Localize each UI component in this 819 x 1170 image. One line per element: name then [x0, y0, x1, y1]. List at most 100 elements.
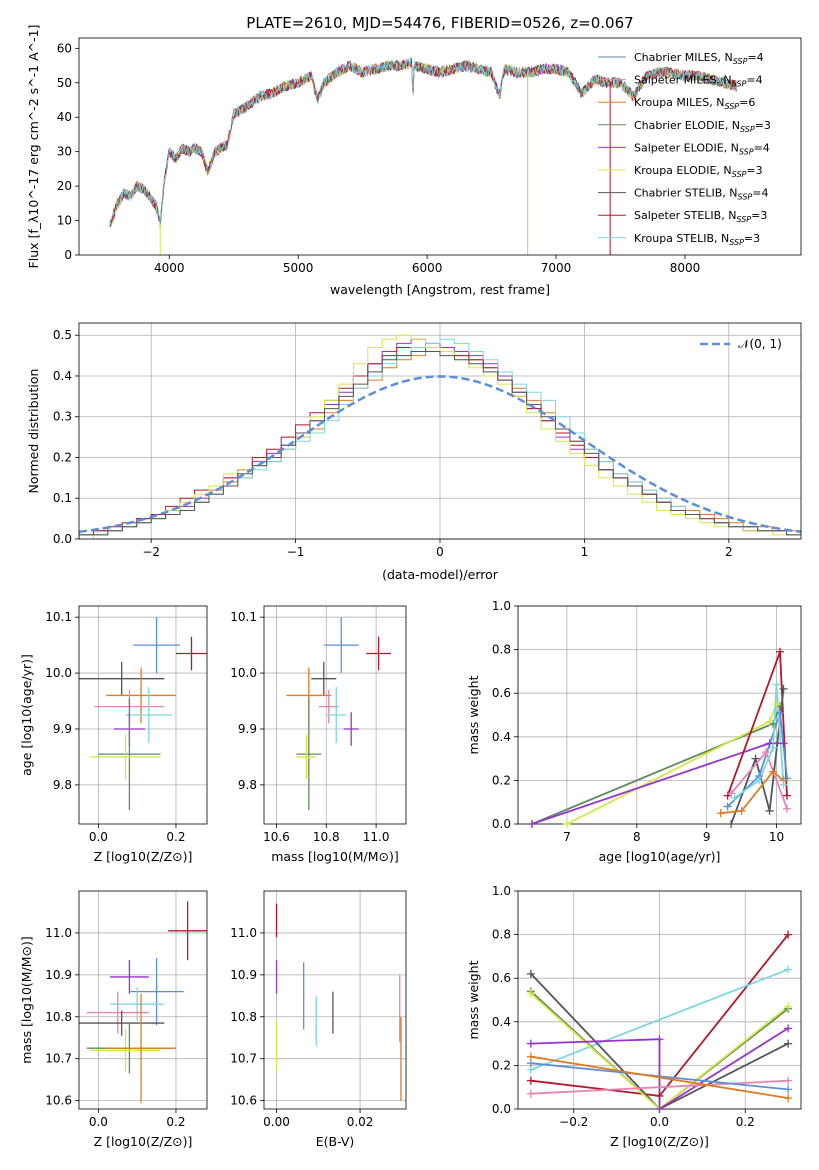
- z-age-panel-xlabel: Z [log10(Z/Z⊙)]: [94, 849, 193, 864]
- spectrum-series-8: [109, 57, 737, 227]
- mass-age-panel-xtick-label-0: 10.6: [263, 830, 290, 844]
- z-age-panel-ytick-label-0: 9.8: [53, 778, 72, 792]
- ebv-mass-panel-plot-area: [275, 903, 402, 1101]
- age-weight-panel-ytick-label-5: 1.0: [492, 599, 511, 613]
- mass-age-panel-ytick-label-2: 10.0: [230, 666, 257, 680]
- z-weight-panel-marker-0-1: [655, 1091, 664, 1100]
- spectrum-xlabel: wavelength [Angstrom, rest frame]: [330, 282, 550, 297]
- age-weight-panel-marker-4-0: [727, 820, 736, 828]
- z-weight-panel-series-1: [530, 968, 789, 1071]
- histogram-5: [79, 351, 801, 539]
- spectrum-panel-xtick-label-3: 7000: [541, 261, 572, 275]
- normal-curve: [79, 375, 801, 534]
- spectrum-panel-ytick-label-2: 20: [57, 179, 72, 193]
- z-mass-panel-plot-area: [79, 901, 207, 1103]
- residual-panel-xtick-label-0: −2: [142, 545, 160, 559]
- age-weight-panel-ylabel: mass weight: [466, 675, 481, 754]
- residual-xlabel: (data-model)/error: [382, 567, 499, 582]
- z-weight-panel-ytick-label-0: 0.0: [492, 1102, 511, 1116]
- residual-panel-plot-area: [79, 334, 801, 539]
- residual-panel-ytick-label-0: 0.0: [53, 532, 72, 546]
- ebv-mass-panel-ytick-label-0: 10.6: [230, 1094, 257, 1108]
- age-weight-panel-marker-4-3: [779, 684, 788, 693]
- residual-ylabel: Normed distribution: [26, 369, 41, 494]
- z-weight-panel-series-8: [530, 1055, 789, 1099]
- z-weight-panel-marker-6-1: [784, 1076, 793, 1085]
- z-weight-panel-xtick-label-1: 0.0: [650, 1115, 669, 1129]
- z-age-panel-ytick-label-2: 10.0: [45, 666, 72, 680]
- z-weight-panel-marker-7-1: [784, 1085, 793, 1094]
- z-age-panel: 0.0 0.2 9.8 9.9 10.0 10.1 Z [log10(Z/Z⊙)] age […: [19, 605, 208, 864]
- ebv-mass-panel-xlabel: E(B-V): [316, 1134, 355, 1149]
- z-weight-panel-ytick-label-3: 0.6: [492, 971, 511, 985]
- z-mass-panel-ylabel: mass [log10(M/M⊙)]: [19, 936, 34, 1064]
- spectrum-ylabel: Flux [f_λ10^-17 erg cm^-2 s^-1 A^-1]: [26, 25, 41, 269]
- age-weight-panel-marker-4-2: [765, 806, 774, 815]
- z-weight-panel-series-7: [530, 1062, 789, 1091]
- legend-label-1: Salpeter MILES, NSSP=4: [634, 74, 763, 89]
- age-weight-panel-ytick-label-1: 0.2: [492, 773, 511, 787]
- spectrum-panel-xtick-label-0: 4000: [154, 261, 185, 275]
- ebv-mass-panel: 0.00 0.02 10.6 10.7 10.8 10.9 11.0 E(B-V): [230, 890, 407, 1149]
- ebv-mass-panel-xtick-label-1: 0.02: [347, 1115, 374, 1129]
- z-mass-panel-xtick-label-1: 0.2: [166, 1115, 185, 1129]
- spectrum-panel-ytick-label-5: 50: [57, 76, 72, 90]
- z-mass-panel-xlabel: Z [log10(Z/Z⊙)]: [94, 1134, 193, 1149]
- age-weight-panel-series-6: [720, 770, 785, 814]
- age-weight-panel: 7 8 9 10 0.0 0.2 0.4 0.6 0.8 1.0 age [log10(age/yr…: [466, 599, 802, 864]
- legend-normal-label: 𝒩(0, 1): [738, 337, 782, 351]
- ebv-mass-panel-ytick-label-4: 11.0: [230, 926, 257, 940]
- z-weight-panel-marker-5-0: [526, 1039, 535, 1048]
- age-weight-panel-marker-7-2: [783, 804, 792, 813]
- spectrum-title: PLATE=2610, MJD=54476, FIBERID=0526, z=0…: [246, 14, 633, 32]
- z-age-panel-frame: [78, 605, 208, 825]
- z-age-panel-ylabel: age [log10(age/yr)]: [19, 654, 34, 776]
- mass-age-panel-plot-area: [286, 617, 392, 811]
- z-weight-panel-marker-6-0: [526, 1089, 535, 1098]
- z-mass-panel-frame: [78, 890, 208, 1110]
- mass-age-panel: 10.6 10.8 11.0 9.8 9.9 10.0 10.1 mass [log10(M/…: [230, 605, 407, 864]
- legend-label-8: Kroupa STELIB, NSSP=3: [634, 232, 760, 247]
- legend-label-2: Kroupa MILES, NSSP=6: [634, 96, 755, 111]
- mass-age-panel-frame: [263, 605, 407, 825]
- age-weight-panel-marker-6-2: [769, 767, 778, 776]
- z-weight-panel-marker-4-2: [784, 1002, 793, 1011]
- ebv-mass-panel-ytick-label-3: 10.9: [230, 968, 257, 982]
- z-age-panel-plot-area: [79, 617, 207, 811]
- age-weight-panel-marker-4-1: [751, 754, 760, 763]
- z-weight-panel-ytick-label-4: 0.8: [492, 928, 511, 942]
- residual-legend: 𝒩(0, 1): [700, 337, 782, 351]
- z-weight-panel-marker-5-3: [784, 1024, 793, 1033]
- age-weight-panel-series-3: [726, 651, 788, 797]
- legend-label-3: Chabrier ELODIE, NSSP=3: [634, 119, 771, 134]
- z-weight-panel-series-4: [530, 992, 789, 1109]
- age-weight-panel-plot-area: [531, 651, 788, 824]
- age-weight-panel-xlabel: age [log10(age/yr)]: [599, 849, 721, 864]
- residual-panel-xtick-label-4: 2: [725, 545, 733, 559]
- age-weight-panel-marker-5-0: [723, 802, 732, 811]
- ebv-mass-panel-ytick-label-2: 10.8: [230, 1010, 257, 1024]
- age-weight-panel-marker-2-1: [765, 739, 774, 748]
- residual-panel-ytick-label-2: 0.2: [53, 450, 72, 464]
- residual-panel: −2 −1 0 1 2 0.0 0.1 0.2 0.3 0.4 0.5 (data-model)/er…: [26, 322, 802, 582]
- z-weight-panel-marker-2-2: [784, 1039, 793, 1048]
- z-weight-panel-xlabel: Z [log10(Z/Z⊙)]: [610, 1134, 709, 1149]
- z-mass-panel: 0.0 0.2 10.6 10.7 10.8 10.9 11.0 Z [log10(Z/Z⊙)…: [19, 890, 208, 1149]
- z-weight-panel-marker-1-1: [784, 965, 793, 974]
- legend-label-6: Chabrier STELIB, NSSP=4: [634, 187, 768, 202]
- ebv-mass-panel-xtick-label-0: 0.00: [263, 1115, 290, 1129]
- z-weight-panel-marker-8-1: [784, 1094, 793, 1103]
- age-weight-panel-xtick-label-3: 10: [769, 830, 784, 844]
- age-weight-panel-marker-5-2: [776, 708, 785, 717]
- residual-panel-xtick-label-3: 1: [581, 545, 589, 559]
- age-weight-panel-marker-8-2: [769, 743, 778, 752]
- z-mass-panel-ytick-label-0: 10.6: [45, 1094, 72, 1108]
- spectrum-panel-ytick-label-3: 30: [57, 145, 72, 159]
- residual-panel-ytick-label-1: 0.1: [53, 491, 72, 505]
- z-weight-panel-marker-2-0: [526, 969, 535, 978]
- residual-panel-ytick-label-4: 0.4: [53, 369, 72, 383]
- age-weight-panel-series-0: [531, 705, 781, 824]
- spectrum-panel: 4000 5000 6000 7000 8000 0 10 20 30 40 50 60 PLATE=2…: [26, 14, 802, 297]
- z-weight-panel-ytick-label-1: 0.2: [492, 1058, 511, 1072]
